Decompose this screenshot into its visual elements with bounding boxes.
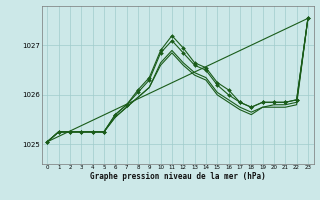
X-axis label: Graphe pression niveau de la mer (hPa): Graphe pression niveau de la mer (hPa)	[90, 172, 266, 181]
